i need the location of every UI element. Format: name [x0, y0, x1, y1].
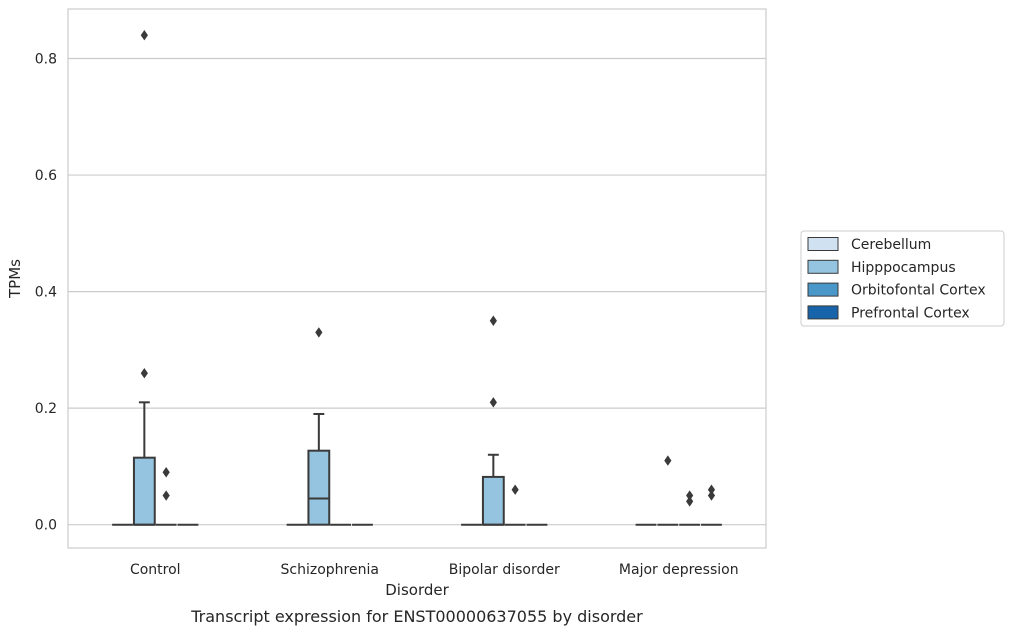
outlier-point: [162, 490, 170, 501]
y-tick-labels: 0.0 0.2 0.4 0.6 0.8: [35, 52, 57, 534]
box-orbitofontal-cortex: [155, 467, 177, 526]
box-body: [307, 449, 331, 526]
x-tick-label: Schizophrenia: [281, 562, 379, 578]
outlier-point: [707, 484, 716, 495]
x-tick-label: Bipolar disorder: [449, 562, 560, 578]
box-groups: [112, 30, 722, 526]
legend-swatch: [807, 259, 839, 274]
legend-item: Cerebellum: [807, 237, 931, 253]
y-tick-label: 0.8: [35, 52, 57, 68]
plot-frame: [67, 8, 767, 549]
legend-swatch: [807, 305, 839, 320]
box-body: [481, 475, 505, 526]
outlier-point: [162, 467, 170, 478]
x-tick-labels: Control Schizophrenia Bipolar disorder Majo…: [130, 562, 739, 578]
legend-swatch: [807, 237, 839, 251]
outlier-point: [140, 367, 148, 379]
x-tick-label: Control: [130, 562, 181, 578]
chart-caption: Transcript expression for ENST0000063705…: [190, 607, 643, 626]
box-prefrontal-cortex: [701, 484, 722, 526]
outlier-point: [686, 490, 694, 501]
outlier-point: [489, 315, 497, 326]
legend-label: Orbitofontal Cortex: [851, 283, 986, 299]
category-group: [461, 315, 548, 526]
gridlines: [68, 57, 766, 526]
legend-item: Hipppocampus: [807, 259, 956, 276]
outlier-point: [707, 490, 716, 501]
legend-item: Prefrontal Cortex: [807, 305, 970, 321]
category-group: [286, 327, 373, 526]
outlier-point: [489, 397, 497, 408]
legend-label: Prefrontal Cortex: [851, 305, 970, 321]
box-hipppocampus: [657, 455, 679, 526]
category-group: [635, 455, 722, 526]
box-hipppocampus: [481, 315, 505, 526]
box-hipppocampus: [132, 30, 156, 526]
legend-item: Orbitofontal Cortex: [807, 282, 986, 299]
x-tick-label: Major depression: [619, 562, 739, 578]
y-axis-label: TPMs: [6, 259, 24, 299]
box-orbitofontal-cortex: [504, 484, 526, 526]
legend-label: Hipppocampus: [851, 260, 956, 276]
y-tick-label: 0.0: [35, 518, 57, 534]
box-body: [132, 456, 156, 526]
outlier-point: [140, 30, 148, 41]
y-tick-label: 0.4: [35, 285, 57, 301]
y-tick-label: 0.2: [35, 401, 57, 417]
outlier-point: [315, 327, 323, 338]
outlier-point: [686, 496, 694, 507]
outlier-point: [511, 484, 519, 495]
legend-swatch: [807, 282, 839, 297]
legend-label: Cerebellum: [851, 237, 931, 253]
y-tick-label: 0.6: [35, 168, 57, 184]
category-group: [112, 30, 199, 526]
x-axis-label: Disorder: [385, 581, 449, 599]
legend-frame: [800, 230, 1005, 327]
box-hipppocampus: [307, 327, 331, 526]
legend: Cerebellum Hipppocampus Orbitofontal Corte…: [800, 230, 1005, 327]
box-orbitofontal-cortex: [679, 490, 701, 526]
outlier-point: [664, 455, 672, 466]
